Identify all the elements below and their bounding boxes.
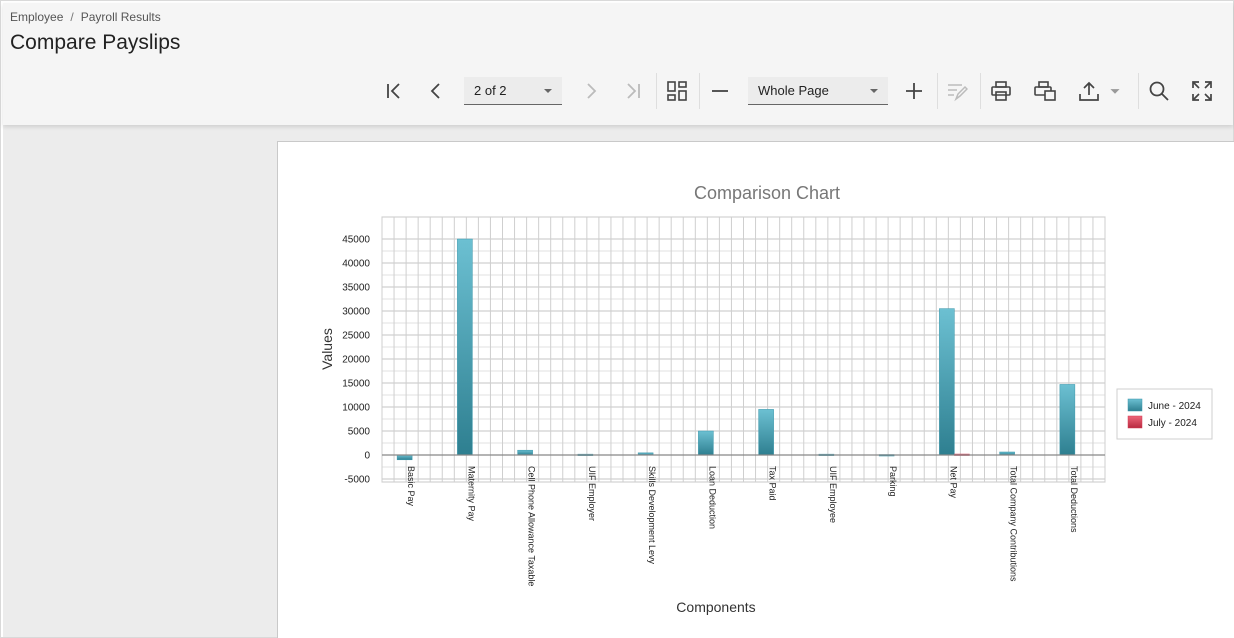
y-tick-label: 30000 <box>342 307 370 318</box>
export-button[interactable] <box>1073 75 1105 107</box>
legend-swatch <box>1127 398 1143 412</box>
page-header: Employee / Payroll Results Compare Paysl… <box>3 3 1233 125</box>
print-page-icon <box>1034 81 1056 101</box>
zoom-in-icon <box>906 83 922 99</box>
y-tick-label: 40000 <box>342 259 370 270</box>
chevron-down-icon <box>870 89 878 93</box>
x-tick-label: Maternity Pay <box>466 466 476 522</box>
edit-fields-icon <box>948 84 968 102</box>
zoom-out-icon <box>712 90 728 92</box>
report-viewer-area[interactable]: 45000 40000 35000 30000 25000 20000 15000 10000… <box>3 125 1234 638</box>
x-tick-label: Total Deductions <box>1069 466 1079 533</box>
toolbar-divider <box>937 73 938 109</box>
bar-june[interactable] <box>396 454 413 461</box>
search-icon <box>1149 81 1169 101</box>
fullscreen-button[interactable] <box>1186 75 1218 107</box>
toolbar-divider <box>699 73 700 109</box>
zoom-selector-value: Whole Page <box>758 83 829 98</box>
first-page-icon <box>387 83 400 99</box>
previous-page-button[interactable] <box>420 75 452 107</box>
x-tick-label: Total Company Contributions <box>1009 466 1019 582</box>
y-tick-label: 35000 <box>342 283 370 294</box>
x-tick-label: Skills Development Levy <box>647 466 657 565</box>
toolbar-divider <box>980 73 981 109</box>
legend-box <box>1116 388 1213 440</box>
comparison-chart: 45000 40000 35000 30000 25000 20000 15000 10000… <box>319 183 1213 615</box>
page-selector-value: 2 of 2 <box>474 83 507 98</box>
x-tick-label: Tax Paid <box>768 466 778 501</box>
bar-june[interactable] <box>758 409 774 456</box>
next-page-button[interactable] <box>575 75 607 107</box>
x-tick-label: UIF Employer <box>587 466 597 521</box>
page-title: Compare Payslips <box>10 31 181 54</box>
report-toolbar: 2 of 2 Whole Page <box>3 71 1233 111</box>
chevron-down-icon <box>544 89 552 93</box>
fullscreen-icon <box>1192 81 1212 101</box>
chart-title: Comparison Chart <box>694 183 840 203</box>
toolbar-divider <box>656 73 657 109</box>
first-page-button[interactable] <box>378 75 410 107</box>
x-tick-label: Loan Deduction <box>707 466 717 529</box>
bar-june[interactable] <box>698 430 714 456</box>
page-selector[interactable]: 2 of 2 <box>464 77 562 105</box>
breadcrumb-employee[interactable]: Employee <box>10 10 64 24</box>
zoom-in-button[interactable] <box>898 75 930 107</box>
bar-june[interactable] <box>939 308 955 456</box>
y-tick-label: 0 <box>364 451 370 462</box>
y-tick-label: 20000 <box>342 355 370 366</box>
print-button[interactable] <box>985 75 1017 107</box>
legend-swatch <box>1127 415 1143 429</box>
last-page-icon <box>627 83 640 99</box>
breadcrumb-separator: / <box>70 10 74 24</box>
print-page-button[interactable] <box>1029 75 1061 107</box>
y-tick-label: -5000 <box>344 475 370 486</box>
y-tick-label: 10000 <box>342 403 370 414</box>
report-page: 45000 40000 35000 30000 25000 20000 15000 10000… <box>277 141 1234 638</box>
breadcrumb-payroll-results[interactable]: Payroll Results <box>80 10 161 24</box>
y-tick-label: 45000 <box>342 235 370 246</box>
y-tick-label: 5000 <box>348 427 371 438</box>
x-tick-label: Basic Pay <box>406 466 416 507</box>
y-tick-label: 15000 <box>342 379 370 390</box>
multipage-icon <box>667 81 687 101</box>
zoom-selector[interactable]: Whole Page <box>748 77 888 105</box>
print-icon <box>991 81 1011 101</box>
x-axis-title: Components <box>676 599 755 615</box>
bar-june[interactable] <box>457 238 473 456</box>
search-button[interactable] <box>1143 75 1175 107</box>
y-tick-label: 25000 <box>342 331 370 342</box>
multipage-button[interactable] <box>661 75 693 107</box>
previous-page-icon <box>430 83 440 99</box>
legend-label: June - 2024 <box>1148 401 1201 412</box>
last-page-button[interactable] <box>617 75 649 107</box>
x-tick-label: Cell Phone Allowance Taxable <box>527 466 537 586</box>
bar-june[interactable] <box>517 449 533 456</box>
y-axis-title: Values <box>319 328 335 370</box>
x-tick-label: UIF Employee <box>828 466 838 523</box>
export-icon <box>1079 81 1099 101</box>
bar-june[interactable] <box>1059 384 1076 456</box>
edit-fields-button[interactable] <box>941 75 973 107</box>
zoom-out-button[interactable] <box>704 75 736 107</box>
breadcrumb: Employee / Payroll Results <box>10 10 161 24</box>
next-page-icon <box>587 83 597 99</box>
x-tick-label: Net Pay <box>948 466 958 499</box>
legend-label: July - 2024 <box>1148 418 1197 429</box>
chevron-down-icon <box>1110 89 1120 94</box>
chart-legend: June - 2024 July - 2024 <box>1116 388 1213 440</box>
toolbar-divider <box>1138 73 1139 109</box>
x-tick-label: Parking <box>888 466 898 497</box>
export-dropdown[interactable] <box>1105 75 1125 107</box>
